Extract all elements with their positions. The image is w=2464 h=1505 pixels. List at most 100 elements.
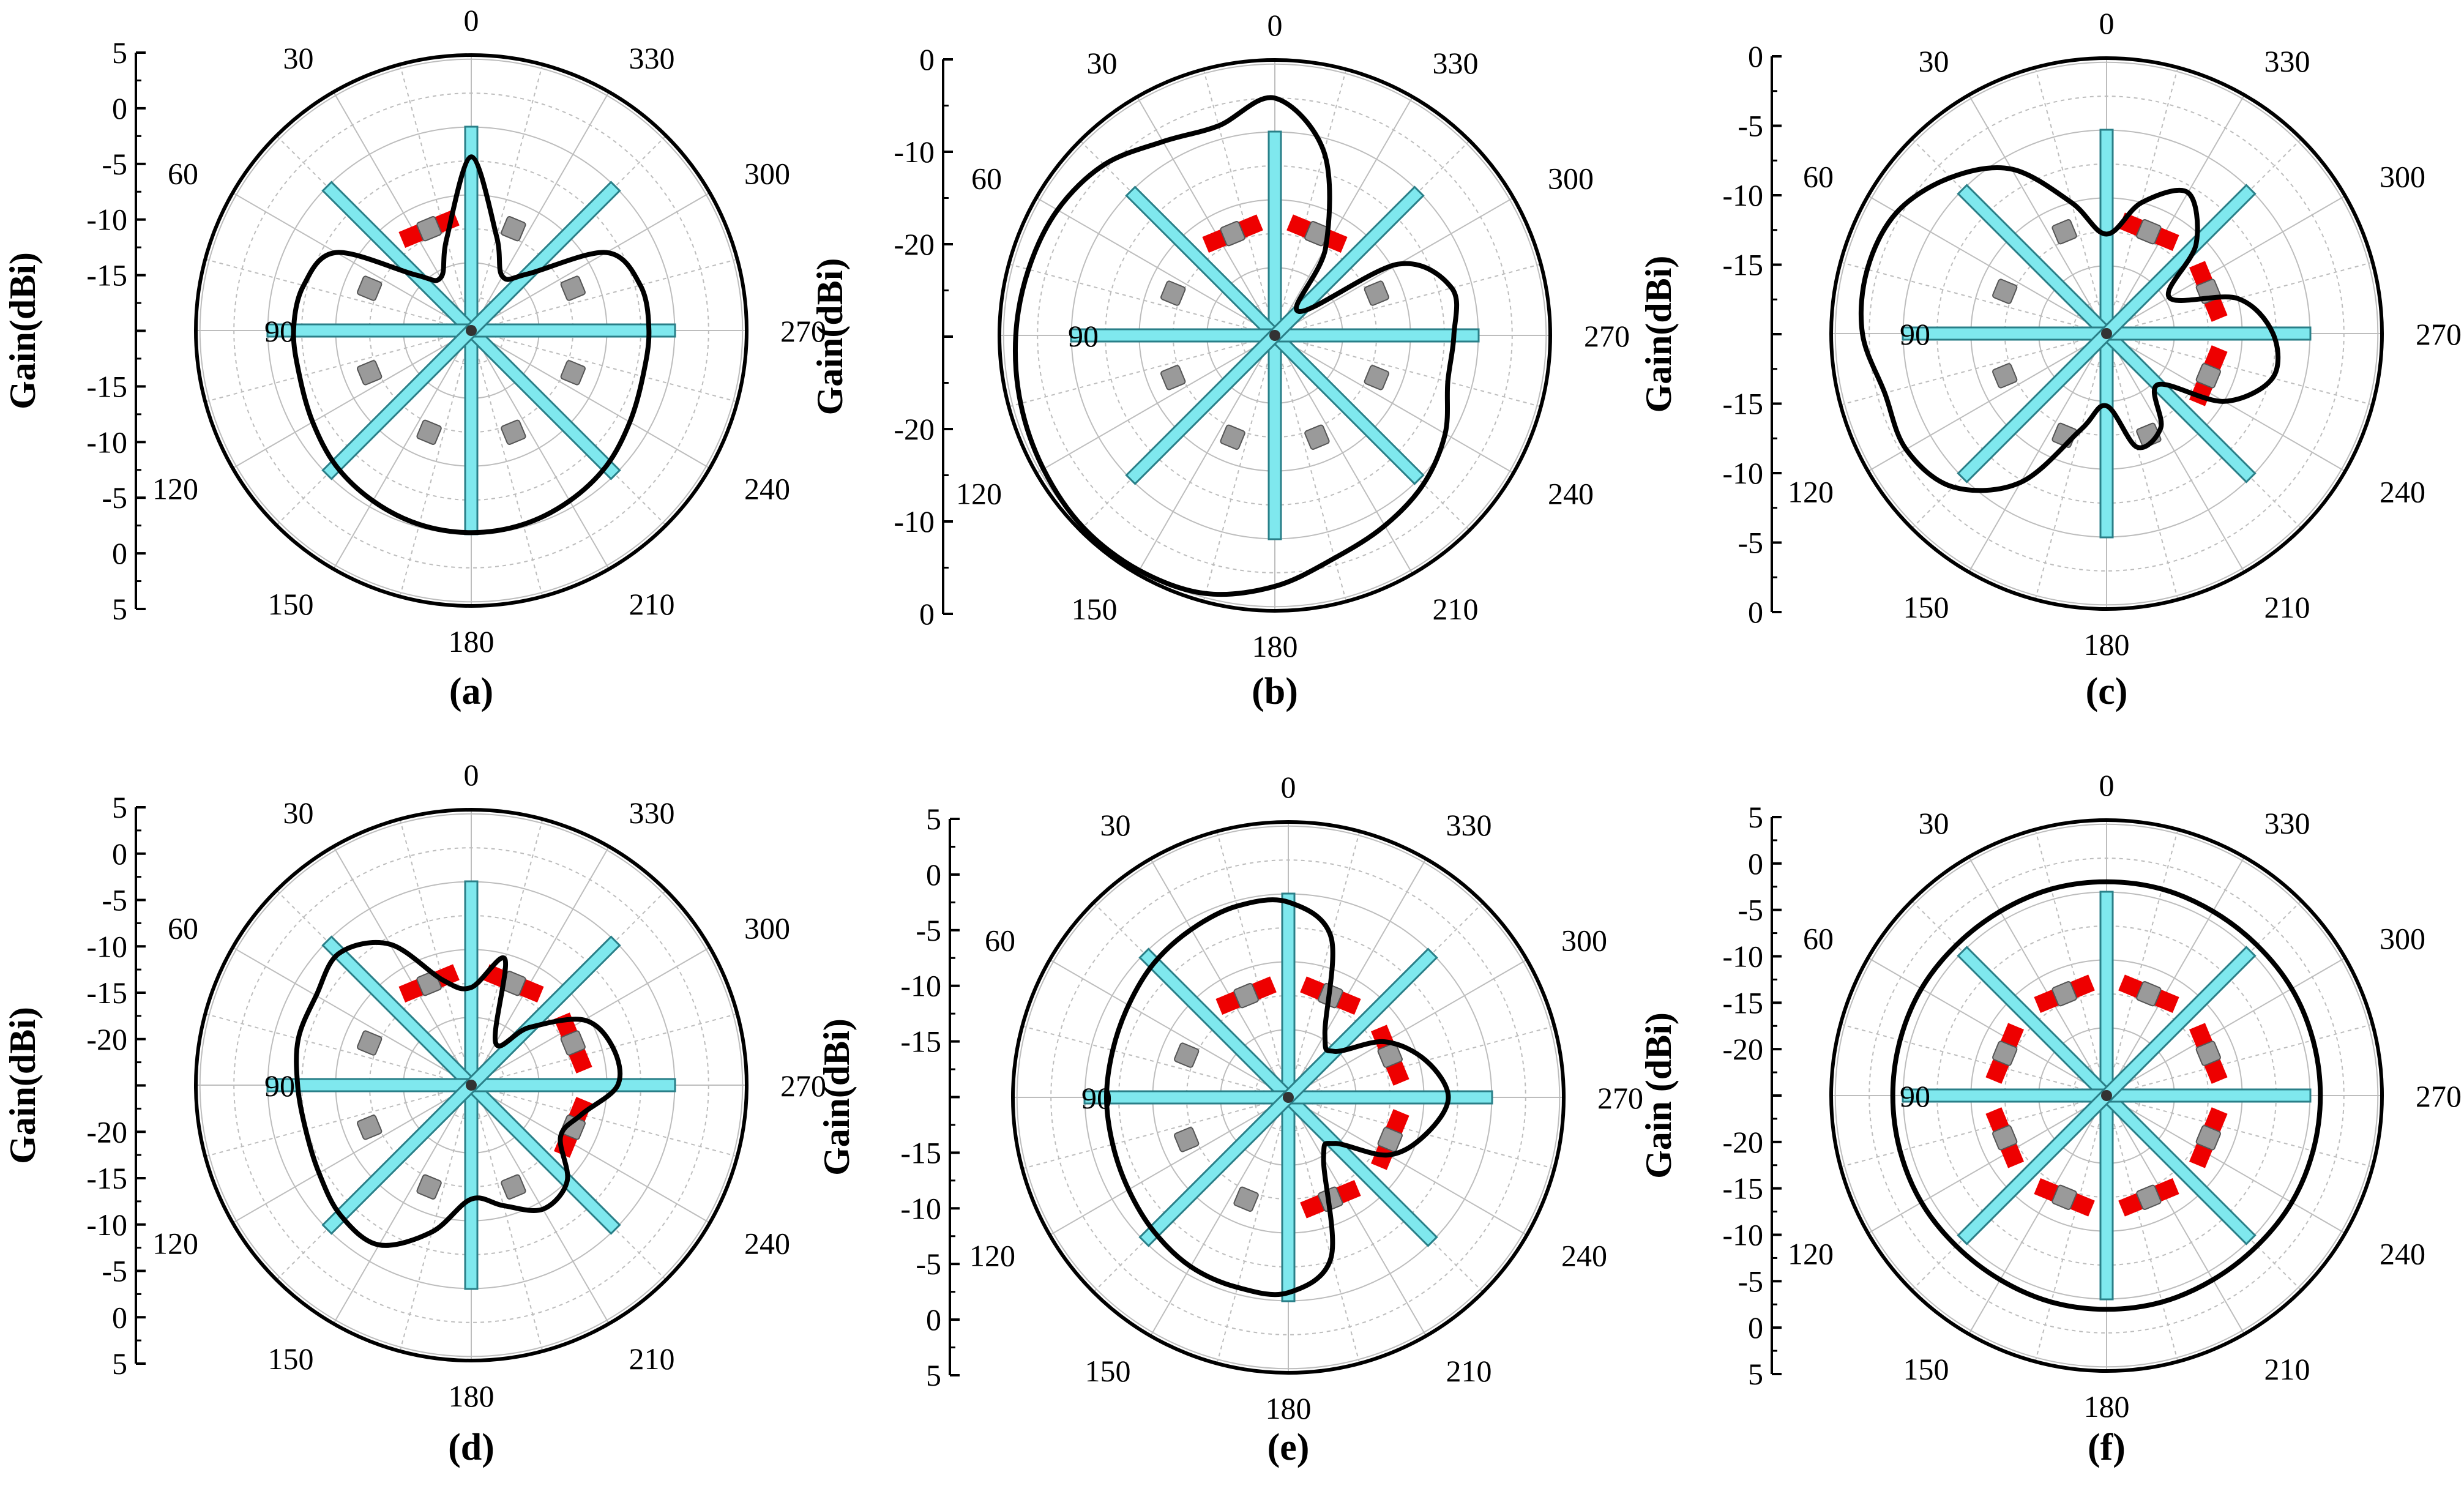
array-center [2101,1090,2112,1101]
feed-element [2195,1125,2221,1151]
angle-label: 270 [2416,317,2462,351]
polar-chart-e: 0 30 330 60 300 90 270 120 240 150 210 180 5 0 -5 -10 -1… [816,770,1643,1468]
dipole-array-illustration [266,125,676,536]
gain-tick-label: -10 [86,425,127,459]
angle-label: 180 [1252,629,1298,663]
grid-spoke [2106,67,2179,334]
gain-tick-label: -20 [894,412,935,446]
gain-tick-label: 0 [1748,39,1763,73]
angle-label: 270 [780,314,826,348]
angle-label: 210 [629,587,675,621]
grid-spoke [399,819,472,1086]
gain-axis: 0 -10 -20 -20 -10 0 [894,42,953,631]
angle-label: 0 [1267,8,1283,42]
angle-label: 0 [464,3,479,37]
grid-spoke [2106,1095,2179,1362]
gain-tick-label: -10 [894,135,935,169]
polar-chart-a: 0 30 330 60 300 90 270 120 240 150 210 180 5 0 -5 -10 -1… [2,3,826,712]
feed-element [1233,1186,1259,1212]
angle-label: 240 [744,472,790,506]
feed-element [2195,1040,2221,1066]
grid-spoke [205,1085,472,1157]
angle-label: 90 [264,1069,295,1103]
dipole-array-illustration [1902,891,2312,1301]
grid-spoke [232,947,472,1086]
gain-tick-label: 0 [926,857,941,892]
gain-axis-title: Gain(dBi) [1638,256,1679,413]
angle-label: 150 [268,1342,314,1376]
dipole-array-illustration [1070,130,1480,540]
gain-tick-label: -15 [1722,1171,1763,1206]
gain-tick-label: -5 [102,480,127,515]
angle-label: 90 [1900,1079,1930,1113]
grid-spoke [2034,67,2107,334]
angle-label: 180 [449,624,495,659]
radiation-pattern-line [1890,879,2323,1312]
gain-tick-label: -10 [894,504,935,539]
grid-spoke [1288,858,1427,1098]
angle-label: 270 [1584,319,1630,353]
grid-spoke [2106,94,2245,334]
array-center [466,1080,477,1091]
grid-spoke [471,330,737,403]
gain-tick-label: -5 [916,1247,941,1281]
grid-spoke [2106,856,2245,1096]
angle-label: 210 [629,1342,675,1376]
dipole-array-illustration [1902,129,2312,539]
grid-spoke [1867,195,2107,334]
feed-element [1377,1042,1403,1068]
grid-spoke [1288,1097,1528,1236]
feed-element [1364,365,1389,390]
gain-tick-label: -15 [86,1161,127,1195]
angle-label: 120 [152,1227,198,1261]
grid-spoke [1216,831,1289,1098]
grid-spoke [1150,858,1289,1098]
grid-spoke [2034,1095,2107,1362]
radiation-pattern-line [291,154,652,536]
gain-axis: 5 0 -5 -10 -15 -15 -10 -5 0 5 [900,802,960,1392]
gain-tick-label: -5 [1738,893,1763,927]
feed-element [1220,424,1245,450]
angle-label: 330 [1433,46,1479,80]
grid-spoke [232,192,472,331]
angle-label: 30 [283,796,314,830]
angle-label: 120 [1788,1237,1834,1271]
angle-label: 300 [744,157,790,191]
angle-label: 210 [2264,590,2310,624]
angle-label: 180 [2084,1389,2130,1424]
feed-element [1160,365,1186,390]
angle-label: 180 [449,1379,495,1413]
grid-spoke [471,1013,737,1086]
grid-spoke [471,1085,543,1351]
grid-spoke [2106,1095,2245,1335]
gain-tick-label: -20 [86,1022,127,1056]
feed-element [2051,219,2077,245]
grid-spoke [2106,1095,2373,1168]
angle-label: 150 [1072,592,1118,626]
feed-element [357,275,383,301]
gain-tick-label: 5 [926,802,941,836]
feed-element [416,216,442,242]
angle-label: 0 [2099,768,2115,802]
gain-tick-label: 0 [919,597,935,631]
grid-spoke [1137,96,1275,336]
angle-label: 210 [1446,1354,1492,1388]
subfigure-caption: (b) [1252,671,1298,712]
feed-element [416,419,442,445]
gain-tick-label: 0 [1748,1310,1763,1345]
dipole-array-illustration [266,880,676,1290]
gain-axis-title: Gain(dBi) [2,1007,43,1164]
subfigure-caption: (d) [448,1427,495,1468]
gain-tick-label: 5 [112,1346,127,1381]
grid-spoke [399,1085,472,1351]
angle-label: 300 [1548,162,1594,196]
grid-spoke [1274,335,1514,474]
gain-tick-label: -15 [900,1025,941,1059]
grid-spoke [2106,333,2245,573]
gain-tick-label: 0 [112,536,127,570]
angle-label: 330 [629,41,675,75]
angle-label: 60 [1803,922,1834,956]
angle-label: 240 [2380,1237,2425,1271]
gain-tick-label: -5 [1738,109,1763,143]
